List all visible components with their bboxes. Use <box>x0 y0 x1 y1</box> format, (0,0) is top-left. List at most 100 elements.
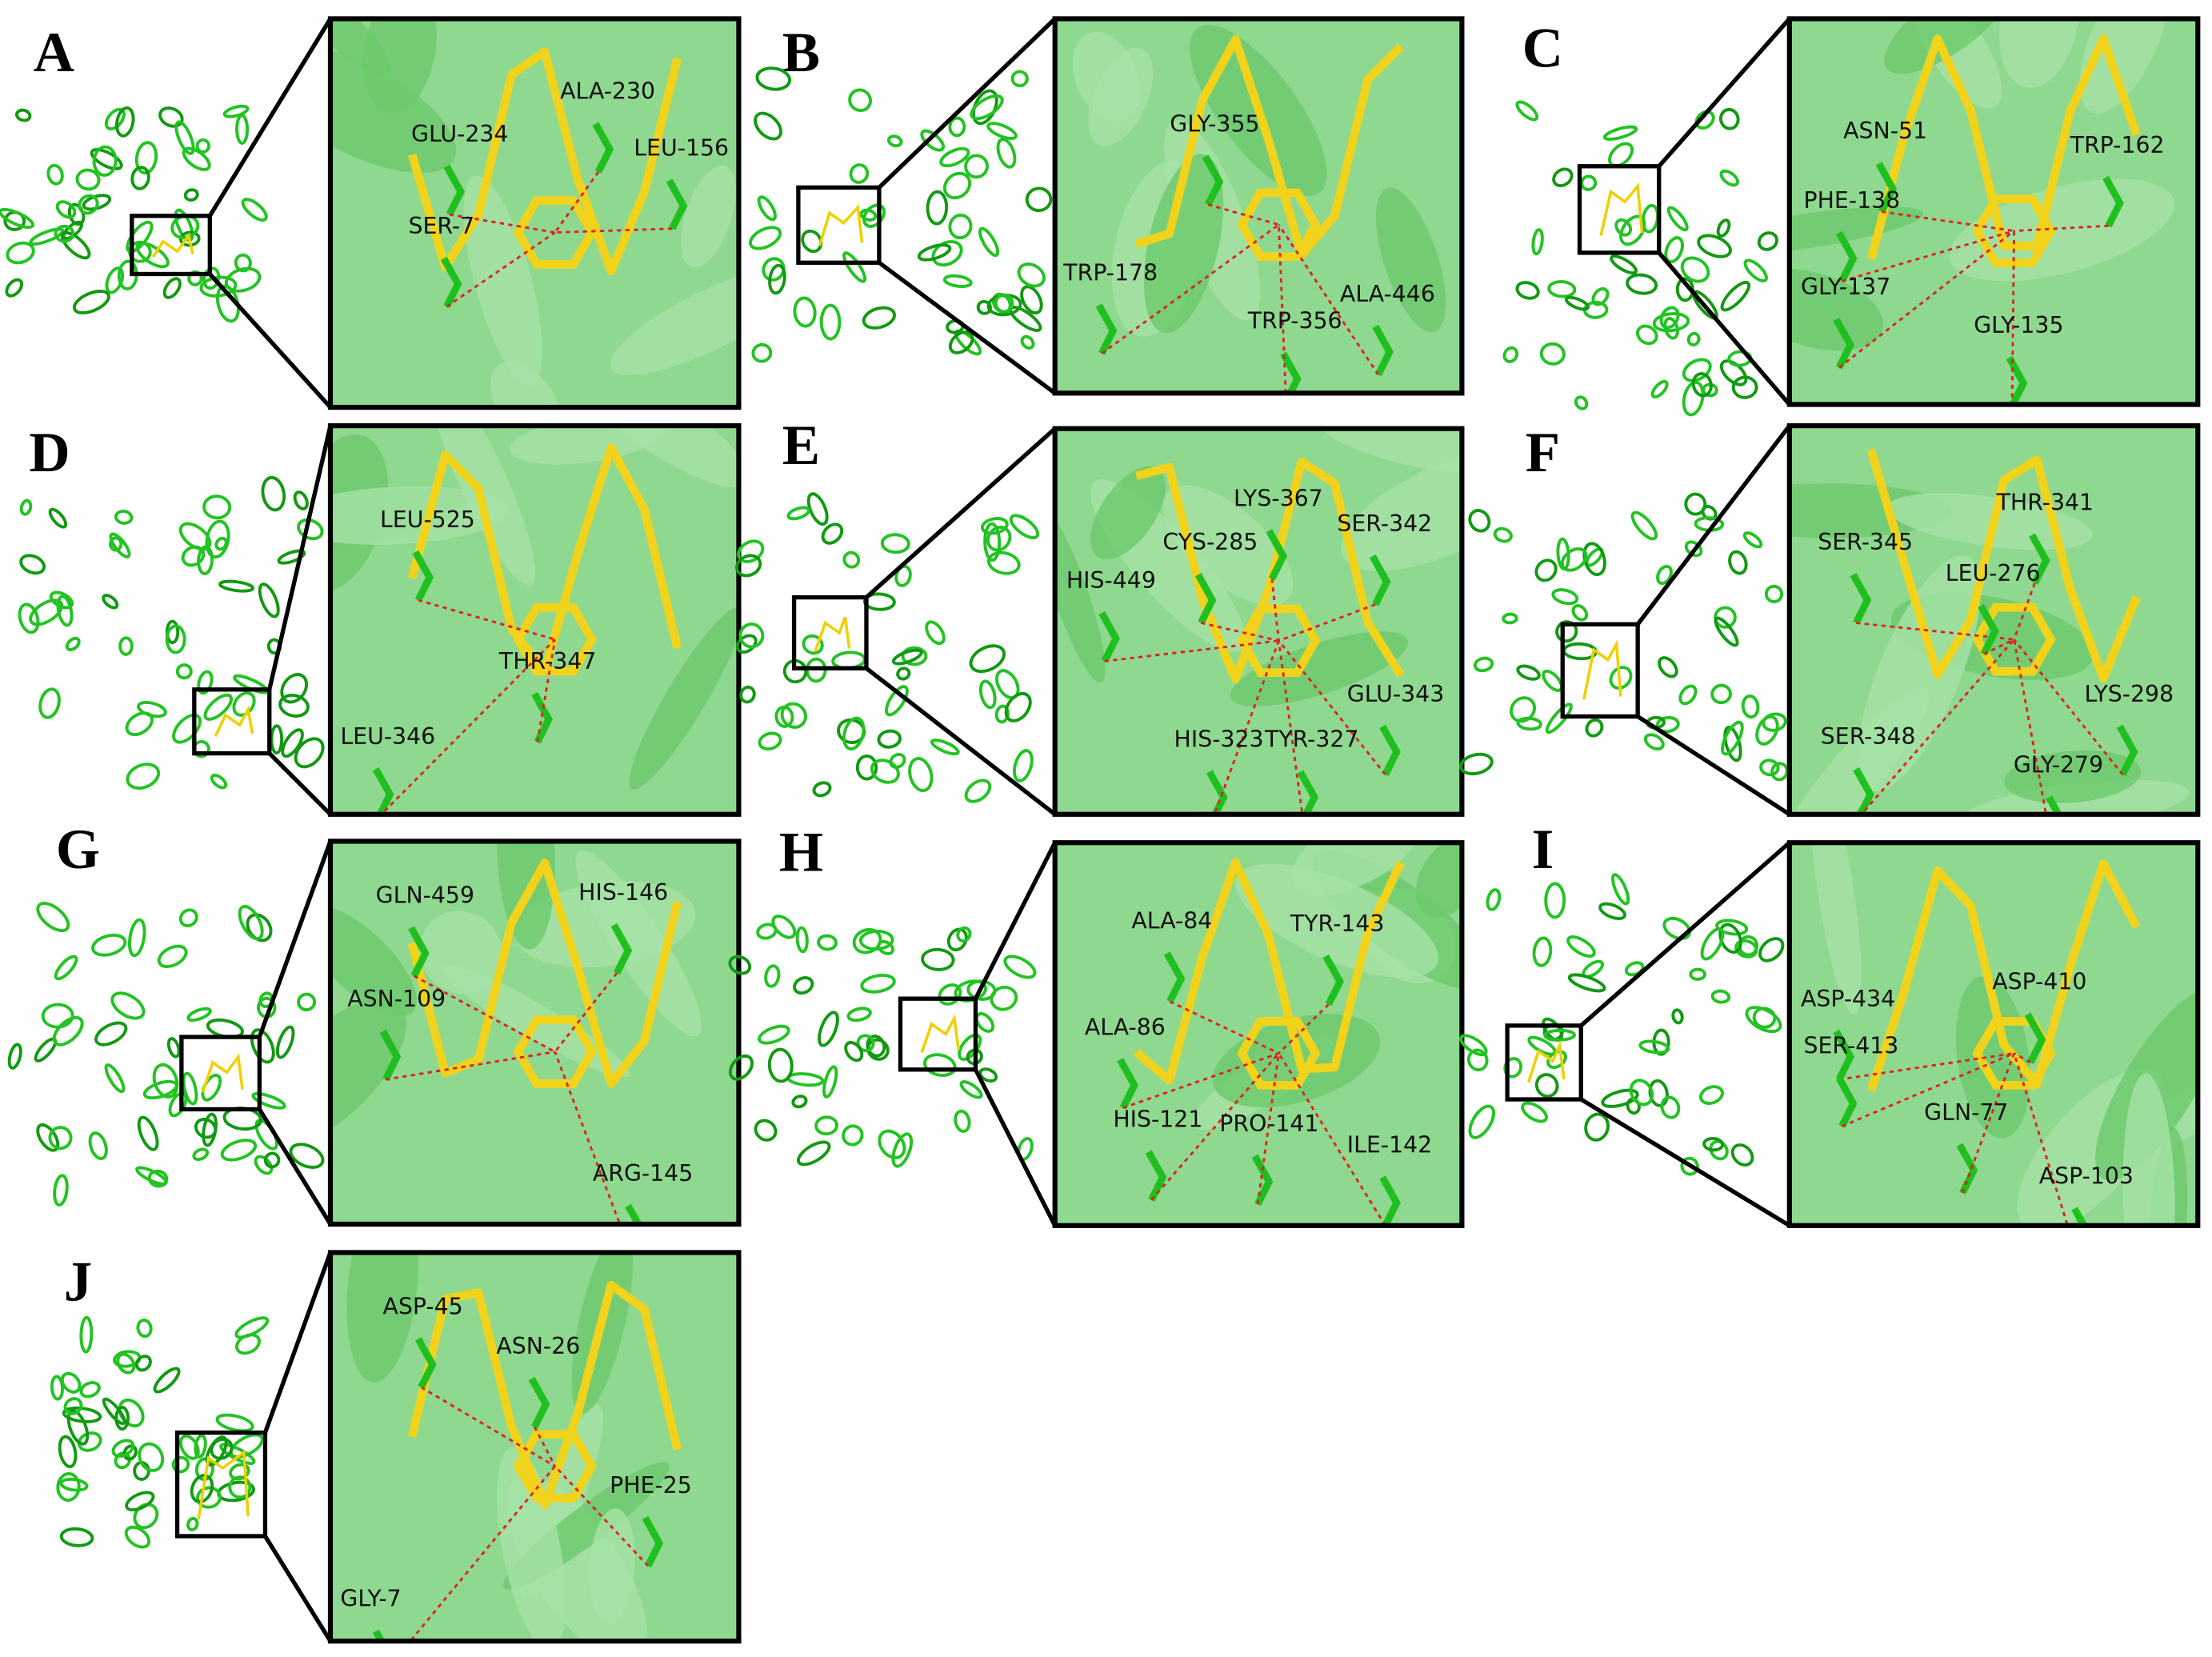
protein-helix <box>203 693 234 721</box>
protein-helix <box>1515 100 1539 122</box>
protein-helix <box>162 277 182 299</box>
ligand-ring <box>513 1015 597 1088</box>
protein-helix <box>983 522 1002 562</box>
hbond <box>1101 223 1280 354</box>
protein-helix <box>1610 254 1638 275</box>
protein-helix <box>229 1433 264 1459</box>
protein-helix <box>1017 262 1046 288</box>
connector <box>865 666 1057 816</box>
protein-helix <box>1591 287 1610 306</box>
background-ribbon <box>1230 631 1409 706</box>
panel-letter: H <box>779 822 823 884</box>
selection-box <box>796 185 882 265</box>
residue-stick <box>1145 1150 1167 1202</box>
hbond <box>449 213 555 234</box>
protein-helix <box>102 594 119 610</box>
residue-stick <box>1835 1076 1858 1128</box>
protein-helix <box>201 1073 222 1102</box>
protein-helix <box>1710 989 1731 1004</box>
protein-helix <box>793 296 817 328</box>
protein-helix <box>1702 1136 1725 1152</box>
background-ribbon <box>496 1447 566 1642</box>
residue-stick <box>1280 351 1302 394</box>
protein-helix <box>996 138 1017 169</box>
protein-helix <box>135 242 170 269</box>
protein-helix <box>232 691 256 717</box>
protein-helix <box>0 207 35 229</box>
zoom-frame <box>327 1250 742 1644</box>
protein-helix <box>289 1143 325 1169</box>
protein-helix <box>901 646 928 666</box>
protein-helix <box>1502 346 1519 363</box>
protein-helix <box>821 522 844 545</box>
residue-label: TRP-356 <box>1247 308 1342 334</box>
zoom-view <box>330 18 739 408</box>
protein-helix <box>1742 531 1763 549</box>
protein-helix <box>79 1381 101 1399</box>
protein-helix <box>980 517 1009 535</box>
connector <box>208 18 333 218</box>
protein-helix <box>1466 1048 1489 1072</box>
protein-helix <box>1691 372 1713 398</box>
hbond <box>2013 1052 2031 1064</box>
selection-box <box>192 687 272 756</box>
protein-helix <box>1531 228 1544 256</box>
selection-box <box>898 996 978 1072</box>
hbond <box>2013 638 2048 814</box>
protein-helix <box>218 579 255 593</box>
connector <box>257 840 333 1038</box>
protein-helix <box>294 737 325 769</box>
ligand-ring <box>1972 603 2056 676</box>
protein-helix <box>795 926 809 954</box>
panel-letter: F <box>1526 422 1560 484</box>
residue-label: PHE-25 <box>610 1472 692 1499</box>
protein-helix <box>849 163 870 184</box>
protein-helix <box>183 188 199 202</box>
hbond <box>1150 1052 1280 1201</box>
residue-stick <box>610 923 633 975</box>
protein-helix <box>29 598 64 626</box>
protein-helix <box>817 934 838 951</box>
background-ribbon <box>330 43 457 174</box>
hbond <box>420 1386 556 1467</box>
protein-helix <box>1584 1112 1610 1142</box>
protein-helix <box>181 545 206 567</box>
residue-label: SER-413 <box>1804 1032 1899 1059</box>
residue-label: TRP-178 <box>1062 259 1158 286</box>
residue-stick <box>2024 1012 2046 1064</box>
protein-helix <box>55 200 77 219</box>
protein-helix <box>885 685 909 717</box>
protein-helix <box>791 1095 808 1109</box>
protein-helix <box>65 636 81 651</box>
protein-helix <box>19 498 33 516</box>
panel: H ALA-84 TYR-143 ALA-86 HIS-121 PRO-141 ILE-14… <box>728 822 1465 1228</box>
protein-helix <box>202 494 232 520</box>
ligand-ring <box>513 1430 597 1503</box>
protein-helix <box>1671 1008 1684 1025</box>
protein-helix <box>59 1477 89 1492</box>
protein-helix <box>41 1003 74 1029</box>
zoom-frame <box>1786 16 2201 407</box>
protein-helix <box>1534 1073 1559 1099</box>
panel-letter: A <box>34 22 74 84</box>
protein-helix <box>1759 758 1780 777</box>
hbond <box>1278 603 1376 642</box>
protein-helix <box>1698 1085 1724 1105</box>
connector <box>974 1068 1058 1227</box>
protein-helix <box>796 1140 831 1167</box>
zoom-frame <box>1052 16 1465 396</box>
protein-helix <box>1638 1039 1670 1055</box>
residue-stick <box>531 691 553 744</box>
protein-helix <box>194 1434 207 1459</box>
protein-helix <box>38 687 61 719</box>
background-ribbon <box>497 841 555 950</box>
ligand-small <box>920 1014 960 1054</box>
residue-stick <box>1833 318 1855 370</box>
zoom-view <box>1054 428 1462 814</box>
background-ribbon <box>1376 187 1446 333</box>
protein-helix <box>758 1024 790 1045</box>
background-ribbon <box>1317 428 1462 475</box>
protein-helix <box>215 1413 254 1433</box>
protein-helix <box>939 146 970 168</box>
protein-helix <box>210 774 228 790</box>
